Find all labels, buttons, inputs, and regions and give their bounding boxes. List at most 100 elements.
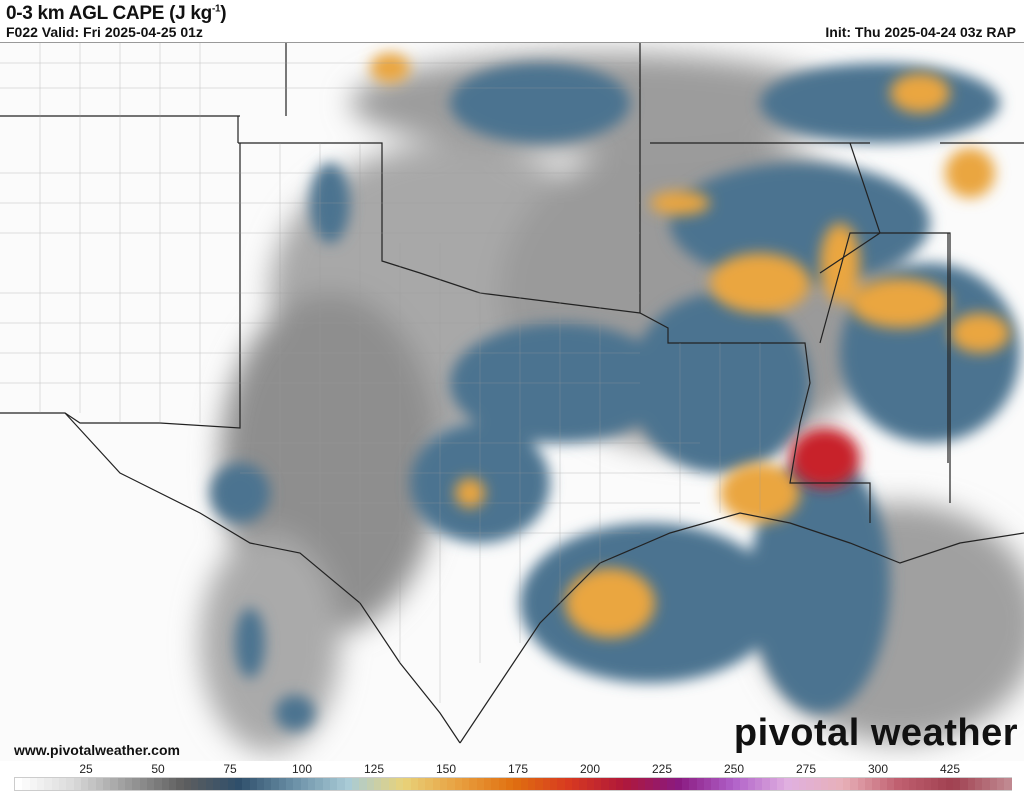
colorbar-swatch: [520, 778, 528, 790]
colorbar-swatch: [447, 778, 455, 790]
colorbar-swatch: [901, 778, 910, 790]
colorbar-swatch: [696, 778, 704, 790]
colorbar-swatch: [36, 778, 45, 790]
colorbar-swatch: [381, 778, 389, 790]
colorbar-swatch: [586, 778, 594, 790]
colorbar-swatch: [659, 778, 668, 790]
colorbar-swatch: [513, 778, 521, 790]
colorbar-label: 100: [291, 762, 313, 776]
colorbar-swatch: [227, 778, 235, 790]
colorbar-label: 425: [939, 762, 961, 776]
colorbar-swatch: [527, 778, 536, 790]
colorbar-label: 250: [723, 762, 745, 776]
colorbar-swatch: [938, 778, 946, 790]
colorbar-swatch: [982, 778, 990, 790]
colorbar-swatch: [498, 778, 506, 790]
colorbar-swatch: [168, 778, 177, 790]
colorbar-swatch: [330, 778, 338, 790]
colorbar-swatch: [645, 778, 653, 790]
colorbar-swatch: [410, 778, 419, 790]
colorbar-swatch: [15, 778, 23, 790]
colorbar-swatch: [95, 778, 103, 790]
website-url: www.pivotalweather.com: [14, 742, 180, 758]
colorbar-swatch: [337, 778, 345, 790]
colorbar-swatch: [51, 778, 59, 790]
colorbar-swatch: [432, 778, 441, 790]
colorbar-swatch: [102, 778, 111, 790]
colorbar-swatch: [989, 778, 997, 790]
colorbar-swatch: [703, 778, 712, 790]
colorbar-label: 75: [223, 762, 237, 776]
colorbar-swatch: [974, 778, 983, 790]
colorbar-swatch: [894, 778, 902, 790]
colorbar-swatch: [58, 778, 67, 790]
cape-map: [0, 42, 1024, 761]
colorbar-label: 150: [435, 762, 457, 776]
colorbar-swatch: [212, 778, 221, 790]
colorbar-swatch: [755, 778, 763, 790]
colorbar-swatch: [505, 778, 514, 790]
colorbar-swatch: [396, 778, 404, 790]
colorbar-swatch: [909, 778, 917, 790]
colorbar-swatch: [374, 778, 382, 790]
colorbar-swatch: [29, 778, 37, 790]
pivotal-weather-logo: pivotal weather: [733, 712, 1018, 754]
colorbar-swatch: [960, 778, 968, 790]
colorbar-swatch: [146, 778, 155, 790]
colorbar-swatch: [806, 778, 814, 790]
colorbar-swatch: [916, 778, 924, 790]
colorbar-swatch: [264, 778, 272, 790]
colorbar-swatch: [571, 778, 580, 790]
colorbar-swatch: [615, 778, 624, 790]
colorbar-swatch: [154, 778, 162, 790]
orange-cape-field: [370, 53, 1010, 638]
colorbar-swatch: [652, 778, 660, 790]
colorbar-swatch: [220, 778, 228, 790]
map-title: 0-3 km AGL CAPE (J kg-1): [6, 3, 227, 24]
colorbar-swatch: [857, 778, 866, 790]
colorbar-swatch: [344, 778, 353, 790]
colorbar-swatch: [835, 778, 844, 790]
colorbar-swatch: [923, 778, 932, 790]
colorbar-swatch: [322, 778, 331, 790]
colorbar-swatch: [117, 778, 125, 790]
colorbar-swatch: [828, 778, 836, 790]
colorbar-label: 175: [507, 762, 529, 776]
colorbar-swatch: [887, 778, 895, 790]
colorbar-swatch: [256, 778, 265, 790]
colorbar-swatch: [630, 778, 638, 790]
colorbar-swatch: [733, 778, 741, 790]
colorbar-swatch: [308, 778, 316, 790]
colorbar-swatch: [740, 778, 748, 790]
colorbar-swatch: [388, 778, 397, 790]
init-time: Init: Thu 2025-04-24 03z RAP: [825, 24, 1016, 40]
colorbar-swatch: [850, 778, 858, 790]
colorbar-swatch: [689, 778, 697, 790]
colorbar-swatch: [843, 778, 851, 790]
colorbar-swatch: [593, 778, 602, 790]
colorbar-swatch: [271, 778, 279, 790]
colorbar-swatch: [953, 778, 961, 790]
colorbar-swatch: [608, 778, 616, 790]
colorbar-swatch: [872, 778, 880, 790]
colorbar-swatch: [865, 778, 873, 790]
colorbar-swatch: [564, 778, 572, 790]
colorbar-swatch: [711, 778, 719, 790]
colorbar-swatch: [931, 778, 939, 790]
colorbar-swatch: [637, 778, 646, 790]
colorbar-swatch: [784, 778, 792, 790]
colorbar-swatch: [80, 778, 89, 790]
colorbar-swatch: [124, 778, 133, 790]
valid-time: F022 Valid: Fri 2025-04-25 01z: [6, 24, 203, 40]
colorbar-swatch: [725, 778, 734, 790]
colorbar-swatch: [542, 778, 550, 790]
colorbar-swatch: [747, 778, 756, 790]
red-cape-field: [790, 428, 860, 488]
colorbar-swatch: [491, 778, 499, 790]
colorbar-swatch: [440, 778, 448, 790]
colorbar-swatch: [681, 778, 690, 790]
colorbar-swatch: [205, 778, 213, 790]
colorbar-label: 25: [79, 762, 93, 776]
colorbar-label: 125: [363, 762, 385, 776]
colorbar-swatch: [469, 778, 477, 790]
